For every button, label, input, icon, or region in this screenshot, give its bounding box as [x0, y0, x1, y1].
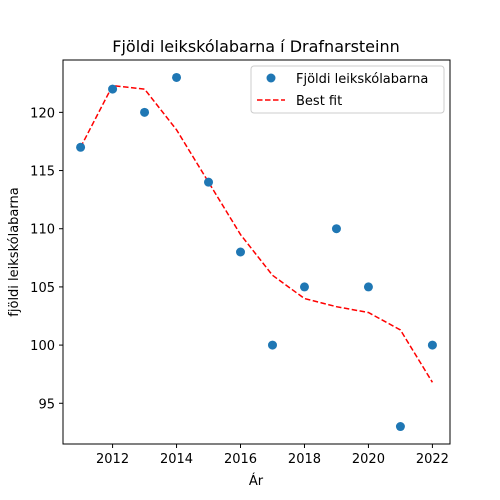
scatter-point — [236, 248, 245, 257]
scatter-point — [396, 422, 405, 431]
y-axis-label: fjöldi leikskólabarna — [7, 187, 22, 316]
x-tick-label: 2012 — [96, 452, 129, 467]
y-tick-label: 105 — [30, 281, 55, 296]
chart-title: Fjöldi leikskólabarna í Drafnarsteinn — [112, 37, 400, 56]
scatter-point — [76, 143, 85, 152]
x-tick-label: 2022 — [416, 452, 449, 467]
scatter-point — [300, 282, 309, 291]
y-tick-label: 120 — [30, 106, 55, 121]
scatter-point — [108, 85, 117, 94]
legend-label-fit: Best fit — [296, 94, 342, 109]
legend-label-scatter: Fjöldi leikskólabarna — [296, 72, 428, 87]
x-tick-label: 2018 — [288, 452, 321, 467]
scatter-point — [428, 341, 437, 350]
x-tick-label: 2016 — [224, 452, 257, 467]
scatter-point — [140, 108, 149, 117]
scatter-point — [364, 282, 373, 291]
x-axis-label: Ár — [249, 473, 264, 489]
scatter-point — [268, 341, 277, 350]
y-tick-label: 95 — [38, 397, 55, 412]
x-tick-label: 2020 — [352, 452, 385, 467]
y-tick-label: 115 — [30, 165, 55, 180]
scatter-point — [332, 224, 341, 233]
scatter-point — [204, 178, 213, 187]
scatter-point — [172, 73, 181, 82]
legend: Fjöldi leikskólabarna Best fit — [251, 66, 444, 113]
x-tick-label: 2014 — [160, 452, 193, 467]
y-tick-label: 110 — [30, 223, 55, 238]
legend-scatter-marker — [267, 74, 276, 83]
y-tick-label: 100 — [30, 339, 55, 354]
